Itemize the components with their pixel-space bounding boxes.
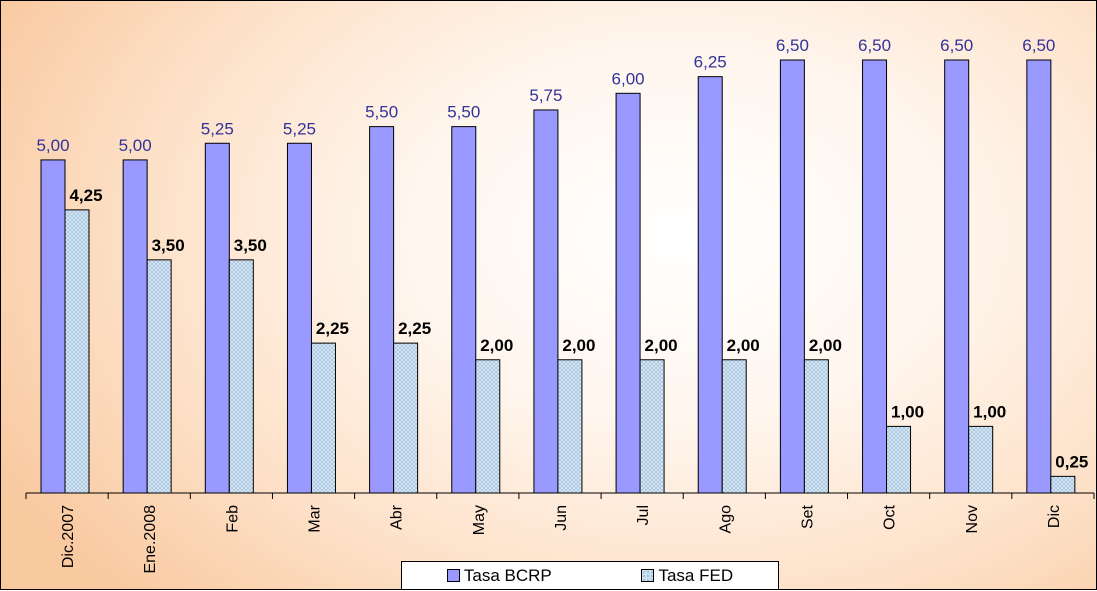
bar-bcrp-6 [533,109,559,494]
x-tick-label-5: May [471,505,488,535]
bar-fed-1 [146,259,172,494]
bar-bcrp-9 [779,59,805,494]
bar-fed-6 [557,359,583,494]
data-label-bcrp-9: 6,50 [776,36,809,55]
data-label-fed-6: 2,00 [562,336,595,355]
data-label-bcrp-1: 5,00 [119,136,152,155]
data-label-bcrp-2: 5,25 [201,119,234,138]
x-tick-label-12: Dic [1046,505,1063,528]
bar-bcrp-0 [40,159,66,494]
data-label-fed-3: 2,25 [316,319,349,338]
x-tick-label-0: Dic.2007 [60,505,77,568]
data-label-bcrp-0: 5,00 [36,136,69,155]
data-label-fed-1: 3,50 [152,236,185,255]
bar-fed-9 [803,359,829,494]
bar-fed-12 [1050,475,1076,494]
bar-bcrp-2 [204,142,230,494]
bar-fed-7 [639,359,665,494]
x-tick-label-6: Jun [553,505,570,531]
legend-swatch-bcrp [446,569,460,582]
data-label-bcrp-10: 6,50 [858,36,891,55]
legend-swatch-fed [641,569,655,582]
bar-fed-3 [310,342,336,494]
legend-entry-fed: Tasa FED [641,566,733,586]
data-label-fed-2: 3,50 [234,236,267,255]
bar-fed-8 [721,359,747,494]
bar-fed-11 [968,425,994,494]
data-label-bcrp-11: 6,50 [940,36,973,55]
x-tick-label-7: Jul [635,505,652,525]
bar-fed-4 [393,342,419,494]
data-label-fed-8: 2,00 [727,336,760,355]
bar-fed-2 [228,259,254,494]
bar-bcrp-10 [862,59,888,494]
data-label-fed-0: 4,25 [69,186,102,205]
data-label-fed-5: 2,00 [480,336,513,355]
data-label-bcrp-7: 6,00 [612,69,645,88]
bar-bcrp-5 [451,126,477,494]
x-tick-label-3: Mar [307,504,324,532]
x-tick-label-9: Set [799,504,816,529]
bar-bcrp-8 [697,76,723,494]
bar-bcrp-1 [122,159,148,494]
data-label-bcrp-6: 5,75 [529,86,562,105]
bar-fed-10 [886,425,912,494]
data-label-bcrp-5: 5,50 [447,103,480,122]
data-label-fed-7: 2,00 [645,336,678,355]
bar-bcrp-4 [369,126,395,494]
bar-fed-5 [475,359,501,494]
x-tick-label-4: Abr [389,504,406,530]
x-tick-label-11: Nov [964,505,981,533]
bar-bcrp-11 [944,59,970,494]
bar-fed-0 [64,209,90,494]
data-label-bcrp-8: 6,25 [694,53,727,72]
data-label-fed-9: 2,00 [809,336,842,355]
x-tick-label-2: Feb [224,505,241,533]
chart-legend: Tasa BCRP Tasa FED [401,561,779,590]
data-label-fed-10: 1,00 [891,402,924,421]
data-label-bcrp-3: 5,25 [283,119,316,138]
x-tick-label-1: Ene.2008 [142,505,159,574]
legend-label-fed: Tasa FED [658,565,734,585]
data-label-fed-11: 1,00 [973,402,1006,421]
x-tick-label-8: Ago [717,505,734,534]
bar-bcrp-3 [286,142,312,494]
legend-label-bcrp: Tasa BCRP [463,565,552,585]
bar-bcrp-12 [1026,59,1052,494]
bar-bcrp-7 [615,92,641,494]
data-label-fed-12: 0,25 [1055,452,1088,471]
data-label-fed-4: 2,25 [398,319,431,338]
data-label-bcrp-4: 5,50 [365,103,398,122]
legend-entry-bcrp: Tasa BCRP [446,565,552,586]
x-tick-label-10: Oct [882,504,899,529]
data-label-bcrp-12: 6,50 [1022,36,1055,55]
